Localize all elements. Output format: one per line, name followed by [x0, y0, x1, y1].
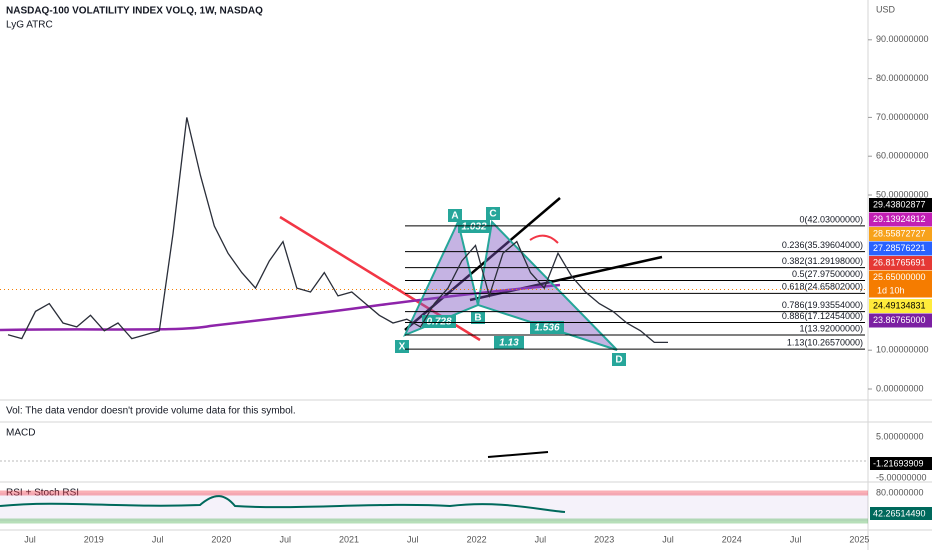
y-tick-label: 80.00000000: [876, 73, 929, 83]
price-tag: [869, 256, 932, 270]
fib-label: 1.13(10.26570000): [787, 338, 863, 348]
price-tag: [869, 270, 932, 285]
price-tag: [869, 212, 932, 227]
fib-label: 0(42.03000000): [799, 214, 863, 224]
price-tag-label: 29.43802877: [873, 199, 926, 209]
macd-tick: 5.00000000: [876, 431, 924, 441]
fib-label: 0.786(19.93554000): [782, 300, 863, 310]
x-tick-label: Jul: [407, 534, 419, 544]
x-tick-label: Jul: [662, 534, 674, 544]
ratio-box: [494, 336, 524, 349]
x-tick-label: 2020: [211, 534, 231, 544]
countdown-box: [869, 284, 932, 298]
rsi-title: RSI + Stoch RSI: [6, 488, 79, 499]
rsi-last-box: [870, 507, 932, 520]
ratio-label: 1.536: [534, 323, 559, 334]
macd-last: -1.21693909: [873, 458, 924, 468]
rsi-line: [0, 495, 566, 513]
currency: USD: [876, 4, 896, 14]
ratio-label: 1.13: [499, 338, 519, 349]
countdown: 1d 10h: [877, 285, 905, 295]
point-label: X: [399, 342, 406, 353]
fib-label: 0.618(24.65802000): [782, 282, 863, 292]
x-tick-label: Jul: [279, 534, 291, 544]
moving-average: [0, 283, 561, 332]
trendline: [404, 197, 561, 331]
rsi-band: [0, 493, 868, 521]
x-tick-label: Jul: [152, 534, 164, 544]
point-label: A: [451, 211, 458, 222]
price-tag-label: 28.55872727: [873, 228, 926, 238]
indicator-name: LyG ATRC: [6, 20, 53, 31]
fib-label: 0.236(35.39604000): [782, 240, 863, 250]
ratio-box: [458, 220, 490, 233]
y-tick-label: 70.00000000: [876, 112, 929, 122]
fib-label: 0.382(31.29198000): [782, 256, 863, 266]
y-tick-label: 0.00000000: [876, 383, 924, 393]
point-box: [448, 209, 462, 222]
x-tick-label: 2021: [339, 534, 359, 544]
fib-label: 1(13.92000000): [799, 323, 863, 333]
price-tag: [869, 198, 932, 212]
point-box: [612, 353, 626, 366]
y-tick-label: 10.00000000: [876, 345, 929, 355]
price-tag-label: 29.13924812: [873, 214, 926, 224]
fib-label: 0.886(17.12454000): [782, 311, 863, 321]
x-tick-label: 2023: [594, 534, 614, 544]
title: NASDAQ-100 VOLATILITY INDEX VOLQ, 1W, NA…: [6, 6, 263, 17]
ratio-label: 1.032: [461, 222, 486, 233]
x-tick-label: Jul: [24, 534, 36, 544]
arc: [529, 234, 559, 244]
divergence-line: [487, 451, 549, 458]
x-tick-label: Jul: [535, 534, 547, 544]
rsi-last: 42.26514490: [873, 508, 926, 518]
price-tag-label: 24.49134831: [873, 300, 926, 310]
macd-tick: -5.00000000: [876, 472, 927, 482]
point-box: [471, 311, 485, 324]
price-tag-label: 27.28576221: [873, 243, 926, 253]
ratio-box: [422, 315, 456, 328]
point-box: [486, 207, 500, 220]
price-tag-label: 25.65000000: [873, 272, 926, 282]
point-label: D: [615, 355, 622, 366]
price-tag: [869, 241, 932, 256]
ratio-box: [530, 321, 564, 334]
x-tick-label: 2024: [722, 534, 742, 544]
y-tick-label: 60.00000000: [876, 151, 929, 161]
x-tick-label: 2022: [467, 534, 487, 544]
price-line-series: [7, 117, 668, 344]
fib-label: 0.5(27.97500000): [792, 269, 863, 279]
macd-title: MACD: [6, 428, 35, 439]
price-tag-label: 23.86765000: [873, 315, 926, 325]
volume-note: Vol: The data vendor doesn't provide vol…: [6, 406, 296, 417]
x-tick-label: Jul: [790, 534, 802, 544]
price-tag: [869, 227, 932, 241]
x-tick-label: 2025: [849, 534, 869, 544]
y-tick-label: 90.00000000: [876, 34, 929, 44]
y-tick-label: 50.00000000: [876, 189, 929, 199]
rsi-tick: 80.0000000: [876, 487, 924, 497]
x-tick-label: 2019: [84, 534, 104, 544]
macd-last-box: [870, 457, 932, 470]
price-tag-label: 26.81765691: [873, 257, 926, 267]
point-label: B: [474, 313, 481, 324]
price-tag: [869, 299, 932, 313]
price-tag: [869, 313, 932, 328]
point-label: C: [489, 209, 496, 220]
point-box: [395, 340, 409, 353]
